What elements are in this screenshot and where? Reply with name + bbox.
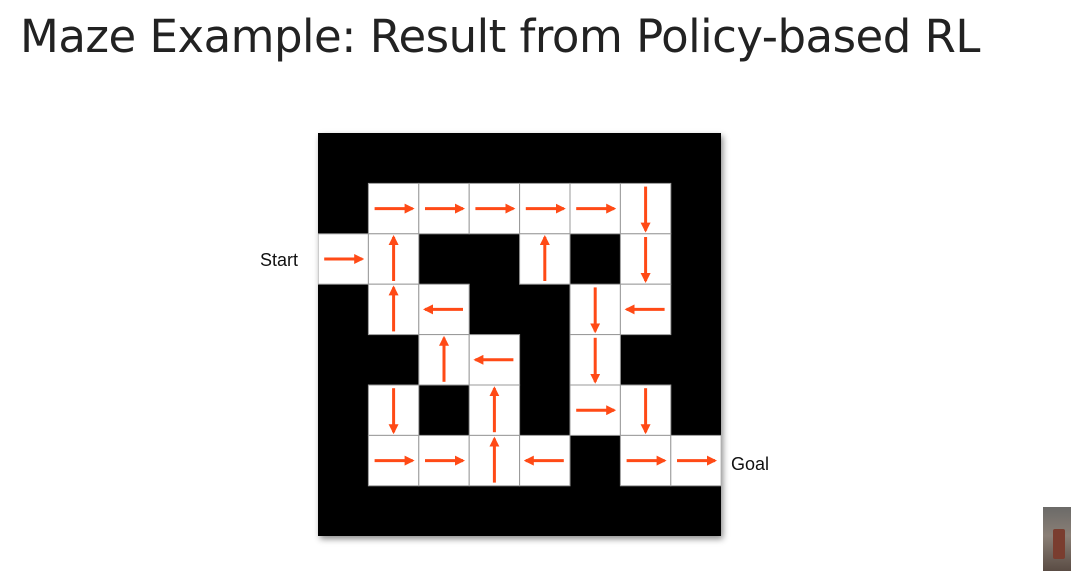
goal-label: Goal (731, 454, 770, 474)
slide-title: Maze Example: Result from Policy-based R… (20, 10, 980, 63)
maze-grid (318, 133, 721, 536)
maze-svg (318, 133, 721, 536)
presenter-figure (1053, 529, 1065, 559)
start-label: Start (260, 250, 299, 270)
presenter-video-thumbnail (1043, 507, 1071, 571)
maze-cells (318, 182, 721, 487)
